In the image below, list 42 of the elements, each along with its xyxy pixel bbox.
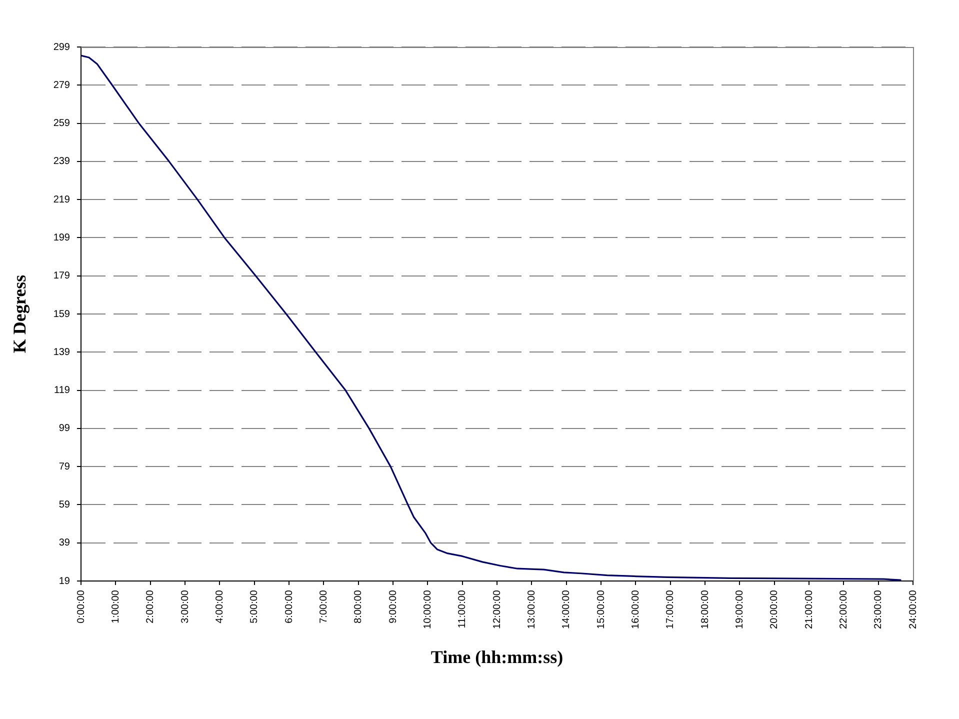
x-tick-label: 14:00:00 (561, 590, 572, 629)
y-tick-label: 179 (53, 270, 70, 282)
x-tick-label: 24:00:00 (908, 590, 919, 629)
x-tick-label: 18:00:00 (700, 590, 711, 629)
x-tick-label: 13:00:00 (526, 590, 538, 629)
y-tick-label: 139 (53, 346, 70, 358)
x-tick-label: 15:00:00 (596, 590, 607, 629)
y-tick-label: 39 (58, 538, 70, 549)
x-tick-label: 8:00:00 (353, 590, 364, 624)
x-tick-label: 12:00:00 (492, 590, 503, 629)
y-tick-label: 19 (58, 576, 70, 587)
x-tick-label: 19:00:00 (734, 590, 746, 629)
x-axis-title: Time (hh:mm:ss) (430, 646, 564, 667)
x-tick-label: 23:00:00 (873, 590, 884, 629)
y-tick-label: 279 (53, 80, 70, 91)
x-tick-label: 16:00:00 (630, 590, 642, 629)
x-tick-label: 3:00:00 (180, 590, 191, 624)
x-tick-label: 0:00:00 (76, 590, 87, 624)
y-tick-label: 79 (58, 461, 70, 472)
x-tick-label: 7:00:00 (318, 590, 330, 624)
x-tick-label: 1:00:00 (110, 590, 122, 624)
y-tick-label: 239 (53, 156, 70, 168)
y-tick-label: 299 (53, 42, 70, 53)
y-tick-label: 259 (53, 118, 70, 130)
x-tick-label: 10:00:00 (422, 590, 434, 629)
x-tick-label: 9:00:00 (388, 590, 399, 624)
y-tick-label: 219 (53, 194, 70, 206)
x-tick-label: 4:00:00 (214, 590, 226, 624)
y-tick-label: 119 (54, 385, 70, 396)
x-tick-label: 2:00:00 (145, 590, 156, 624)
y-tick-label: 99 (58, 423, 70, 434)
x-tick-label: 21:00:00 (804, 590, 815, 629)
x-tick-label: 6:00:00 (284, 590, 295, 624)
y-tick-label: 199 (53, 232, 70, 244)
y-tick-label: 59 (58, 499, 70, 510)
y-tick-label: 159 (53, 308, 70, 320)
y-axis-title: K Degress (9, 274, 30, 354)
x-tick-label: 17:00:00 (665, 590, 676, 629)
x-tick-label: 20:00:00 (769, 590, 780, 629)
x-tick-label: 5:00:00 (249, 590, 260, 624)
x-tick-label: 22:00:00 (838, 590, 850, 629)
x-tick-label: 11:00:00 (457, 590, 468, 628)
